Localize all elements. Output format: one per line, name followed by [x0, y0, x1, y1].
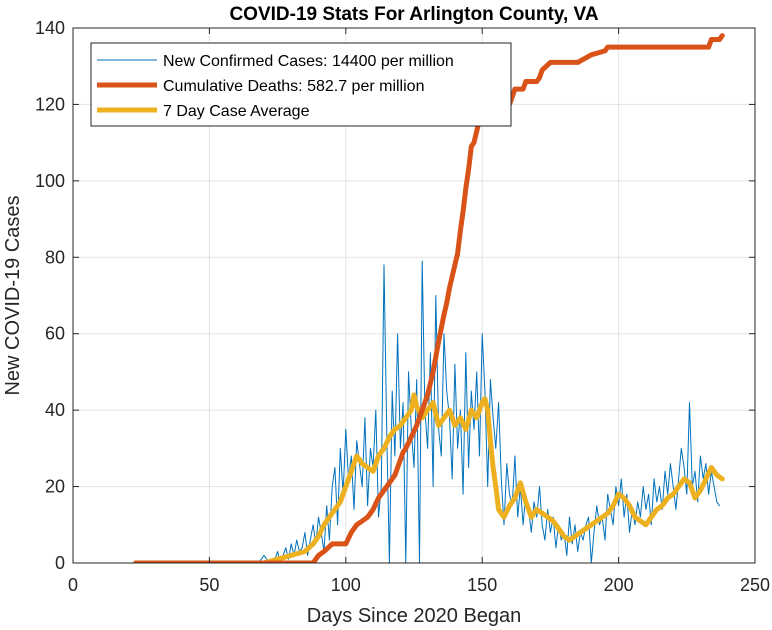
- y-tick-label: 40: [45, 400, 65, 420]
- legend-entry-3: 7 Day Case Average: [163, 103, 310, 120]
- series-line-cumulative-deaths: [133, 33, 725, 563]
- y-tick-label: 60: [45, 324, 65, 344]
- x-tick-label: 200: [604, 575, 634, 595]
- y-tick-label: 140: [35, 18, 65, 38]
- axes-box: [72, 27, 756, 564]
- x-tick-label: 150: [467, 575, 497, 595]
- x-tick-label: 250: [740, 575, 770, 595]
- y-axis-label: New COVID-19 Cases: [2, 195, 24, 395]
- x-axis-label: Days Since 2020 Began: [307, 605, 522, 627]
- ticks: 0 50 100 150 200 250 0 20 40 60 80 100 120 140: [35, 18, 770, 595]
- y-tick-label: 100: [35, 171, 65, 191]
- y-tick-label: 0: [55, 553, 65, 573]
- x-tick-label: 100: [331, 575, 361, 595]
- legend-entry-2: Cumulative Deaths: 582.7 per million: [163, 78, 424, 95]
- y-tick-label: 80: [45, 247, 65, 267]
- legend-box: [90, 42, 512, 127]
- legend-entry-1: New Confirmed Cases: 14400 per million: [163, 53, 454, 70]
- x-tick-label: 50: [199, 575, 219, 595]
- x-tick-label: 0: [68, 575, 78, 595]
- y-tick-label: 120: [35, 94, 65, 114]
- series-line-7-day-case-average: [133, 392, 725, 563]
- series-line-new-confirmed-cases: [135, 260, 720, 563]
- legend: New Confirmed Cases: 14400 per million Cu…: [90, 42, 512, 127]
- plot-series: [133, 33, 725, 563]
- chart-title: COVID-19 Stats For Arlington County, VA: [229, 4, 598, 25]
- y-tick-label: 20: [45, 477, 65, 497]
